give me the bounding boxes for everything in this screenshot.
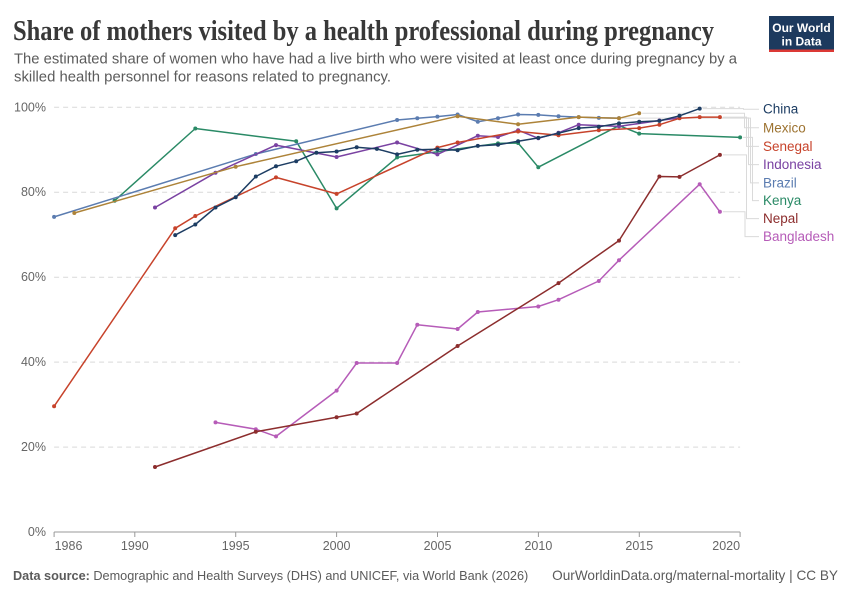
svg-text:1990: 1990 bbox=[121, 539, 149, 553]
svg-text:Brazil: Brazil bbox=[763, 175, 797, 190]
svg-text:60%: 60% bbox=[21, 270, 46, 284]
svg-text:OurWorldinData.org/maternal-mo: OurWorldinData.org/maternal-mortality | … bbox=[552, 568, 838, 583]
svg-text:Kenya: Kenya bbox=[763, 193, 802, 208]
svg-text:Nepal: Nepal bbox=[763, 211, 798, 226]
svg-text:1995: 1995 bbox=[222, 539, 250, 553]
svg-text:Bangladesh: Bangladesh bbox=[763, 229, 834, 244]
svg-text:Indonesia: Indonesia bbox=[763, 157, 822, 172]
svg-text:0%: 0% bbox=[28, 525, 46, 539]
svg-text:in Data: in Data bbox=[781, 35, 821, 49]
svg-text:2005: 2005 bbox=[424, 539, 452, 553]
svg-text:2020: 2020 bbox=[712, 539, 740, 553]
svg-text:80%: 80% bbox=[21, 185, 46, 199]
svg-text:40%: 40% bbox=[21, 355, 46, 369]
svg-text:Senegal: Senegal bbox=[763, 139, 813, 154]
svg-text:Mexico: Mexico bbox=[763, 120, 806, 135]
svg-text:100%: 100% bbox=[14, 100, 46, 114]
svg-text:1986: 1986 bbox=[55, 539, 83, 553]
svg-text:2010: 2010 bbox=[524, 539, 552, 553]
svg-text:Share of mothers visited by a: Share of mothers visited by a health pro… bbox=[13, 15, 714, 47]
svg-text:Our World: Our World bbox=[772, 21, 830, 35]
svg-text:2000: 2000 bbox=[323, 539, 351, 553]
svg-text:China: China bbox=[763, 102, 799, 117]
svg-text:Data source: Demographic and H: Data source: Demographic and Health Surv… bbox=[13, 569, 528, 583]
svg-text:2015: 2015 bbox=[625, 539, 653, 553]
svg-text:20%: 20% bbox=[21, 440, 46, 454]
svg-text:skilled health personnel for r: skilled health personnel for reasons rel… bbox=[14, 70, 391, 86]
svg-text:The estimated share of women w: The estimated share of women who have ha… bbox=[14, 52, 738, 68]
